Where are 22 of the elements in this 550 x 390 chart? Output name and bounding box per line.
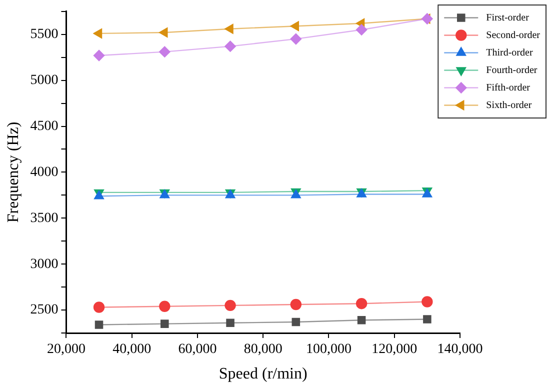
x-tick-label: 60,000	[178, 342, 217, 358]
legend-label: Fourth-order	[486, 64, 538, 76]
y-tick-label: 4000	[30, 164, 58, 180]
x-tick-label: 140,000	[437, 342, 483, 358]
x-tick-label: 120,000	[372, 342, 418, 358]
legend-label: Fifth-order	[486, 82, 531, 94]
x-tick-label: 40,000	[112, 342, 152, 358]
y-tick-label: 5500	[30, 27, 58, 42]
legend-label: Third-order	[486, 47, 534, 58]
y-tick-label: 3500	[30, 210, 58, 226]
x-axis-title: Speed (r/min)	[218, 366, 308, 383]
legend-label: Sixth-order	[486, 100, 532, 111]
y-tick-label: 3000	[30, 256, 58, 272]
legend-label: First-order	[486, 12, 530, 24]
y-tick-label: 4500	[30, 118, 58, 134]
y-axis-title: Frequency (Hz)	[4, 122, 22, 223]
x-tick-label: 100,000	[306, 342, 352, 358]
y-tick-label: 5000	[30, 72, 58, 88]
x-tick-label: 80,000	[244, 342, 282, 358]
y-tick-label: 2500	[30, 302, 58, 318]
legend-label: Second-order	[486, 30, 541, 41]
x-tick-label: 20,000	[46, 342, 86, 358]
